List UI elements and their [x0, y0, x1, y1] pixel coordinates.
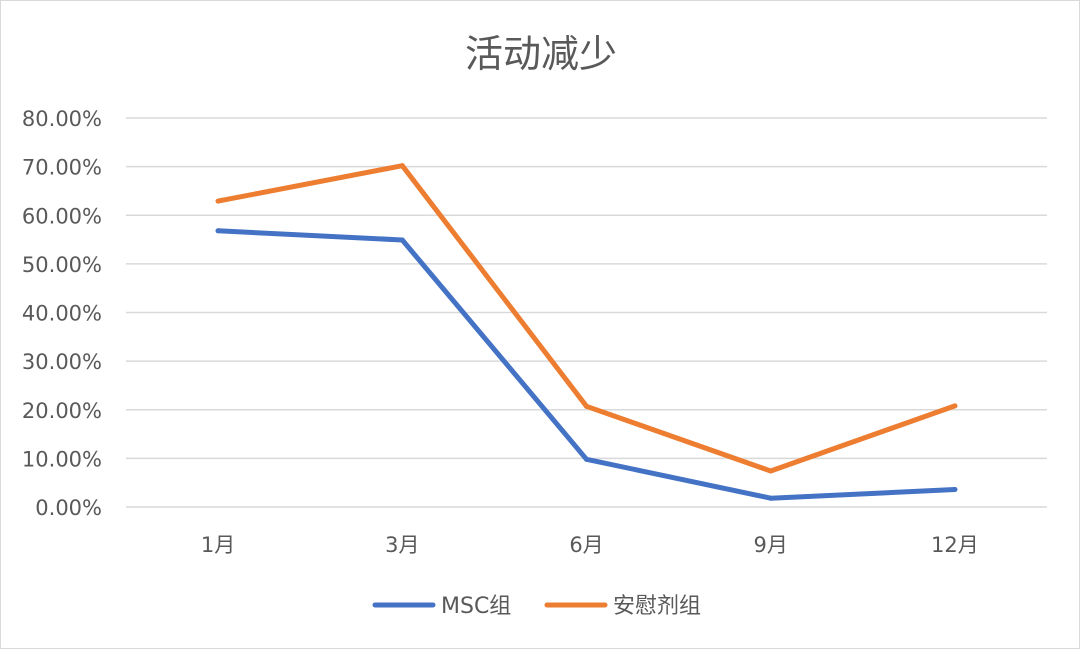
- gridlines: [126, 117, 1047, 508]
- data-point: [952, 486, 958, 492]
- x-tick-label: 6月: [569, 533, 603, 557]
- y-tick-label: 20.00%: [22, 399, 102, 423]
- series-lines: [215, 163, 958, 501]
- data-point: [584, 403, 589, 409]
- data-point: [399, 237, 405, 243]
- series-line-1: [215, 163, 958, 474]
- y-tick-label: 40.00%: [22, 302, 102, 326]
- y-tick-label: 0.00%: [35, 496, 102, 520]
- chart-title: 活动减少: [465, 32, 617, 76]
- data-point: [952, 403, 958, 409]
- y-tick-label: 30.00%: [22, 350, 102, 374]
- x-tick-label: 3月: [385, 533, 419, 557]
- x-tick-label: 9月: [754, 533, 788, 557]
- legend: MSC组 安慰剂组: [372, 594, 701, 619]
- data-point: [215, 228, 221, 234]
- y-tick-label: 80.00%: [22, 107, 102, 131]
- data-point: [768, 468, 774, 474]
- x-tick-label: 12月: [931, 533, 979, 557]
- data-point: [399, 163, 405, 169]
- data-point: [215, 198, 221, 204]
- y-tick-label: 60.00%: [22, 204, 102, 228]
- data-point: [584, 456, 589, 462]
- y-tick-label: 10.00%: [22, 447, 102, 471]
- legend-label: MSC组: [441, 594, 511, 619]
- data-point: [768, 495, 774, 501]
- x-tick-label: 1月: [201, 533, 235, 557]
- y-tick-label: 50.00%: [22, 253, 102, 277]
- y-axis-ticks: 0.00% 10.00% 20.00% 30.00% 40.00% 50.00% 60.00…: [22, 107, 102, 520]
- y-tick-label: 70.00%: [22, 156, 102, 180]
- x-axis-ticks: 1月 3月 6月 9月 12月: [201, 533, 979, 557]
- legend-label: 安慰剂组: [613, 594, 701, 619]
